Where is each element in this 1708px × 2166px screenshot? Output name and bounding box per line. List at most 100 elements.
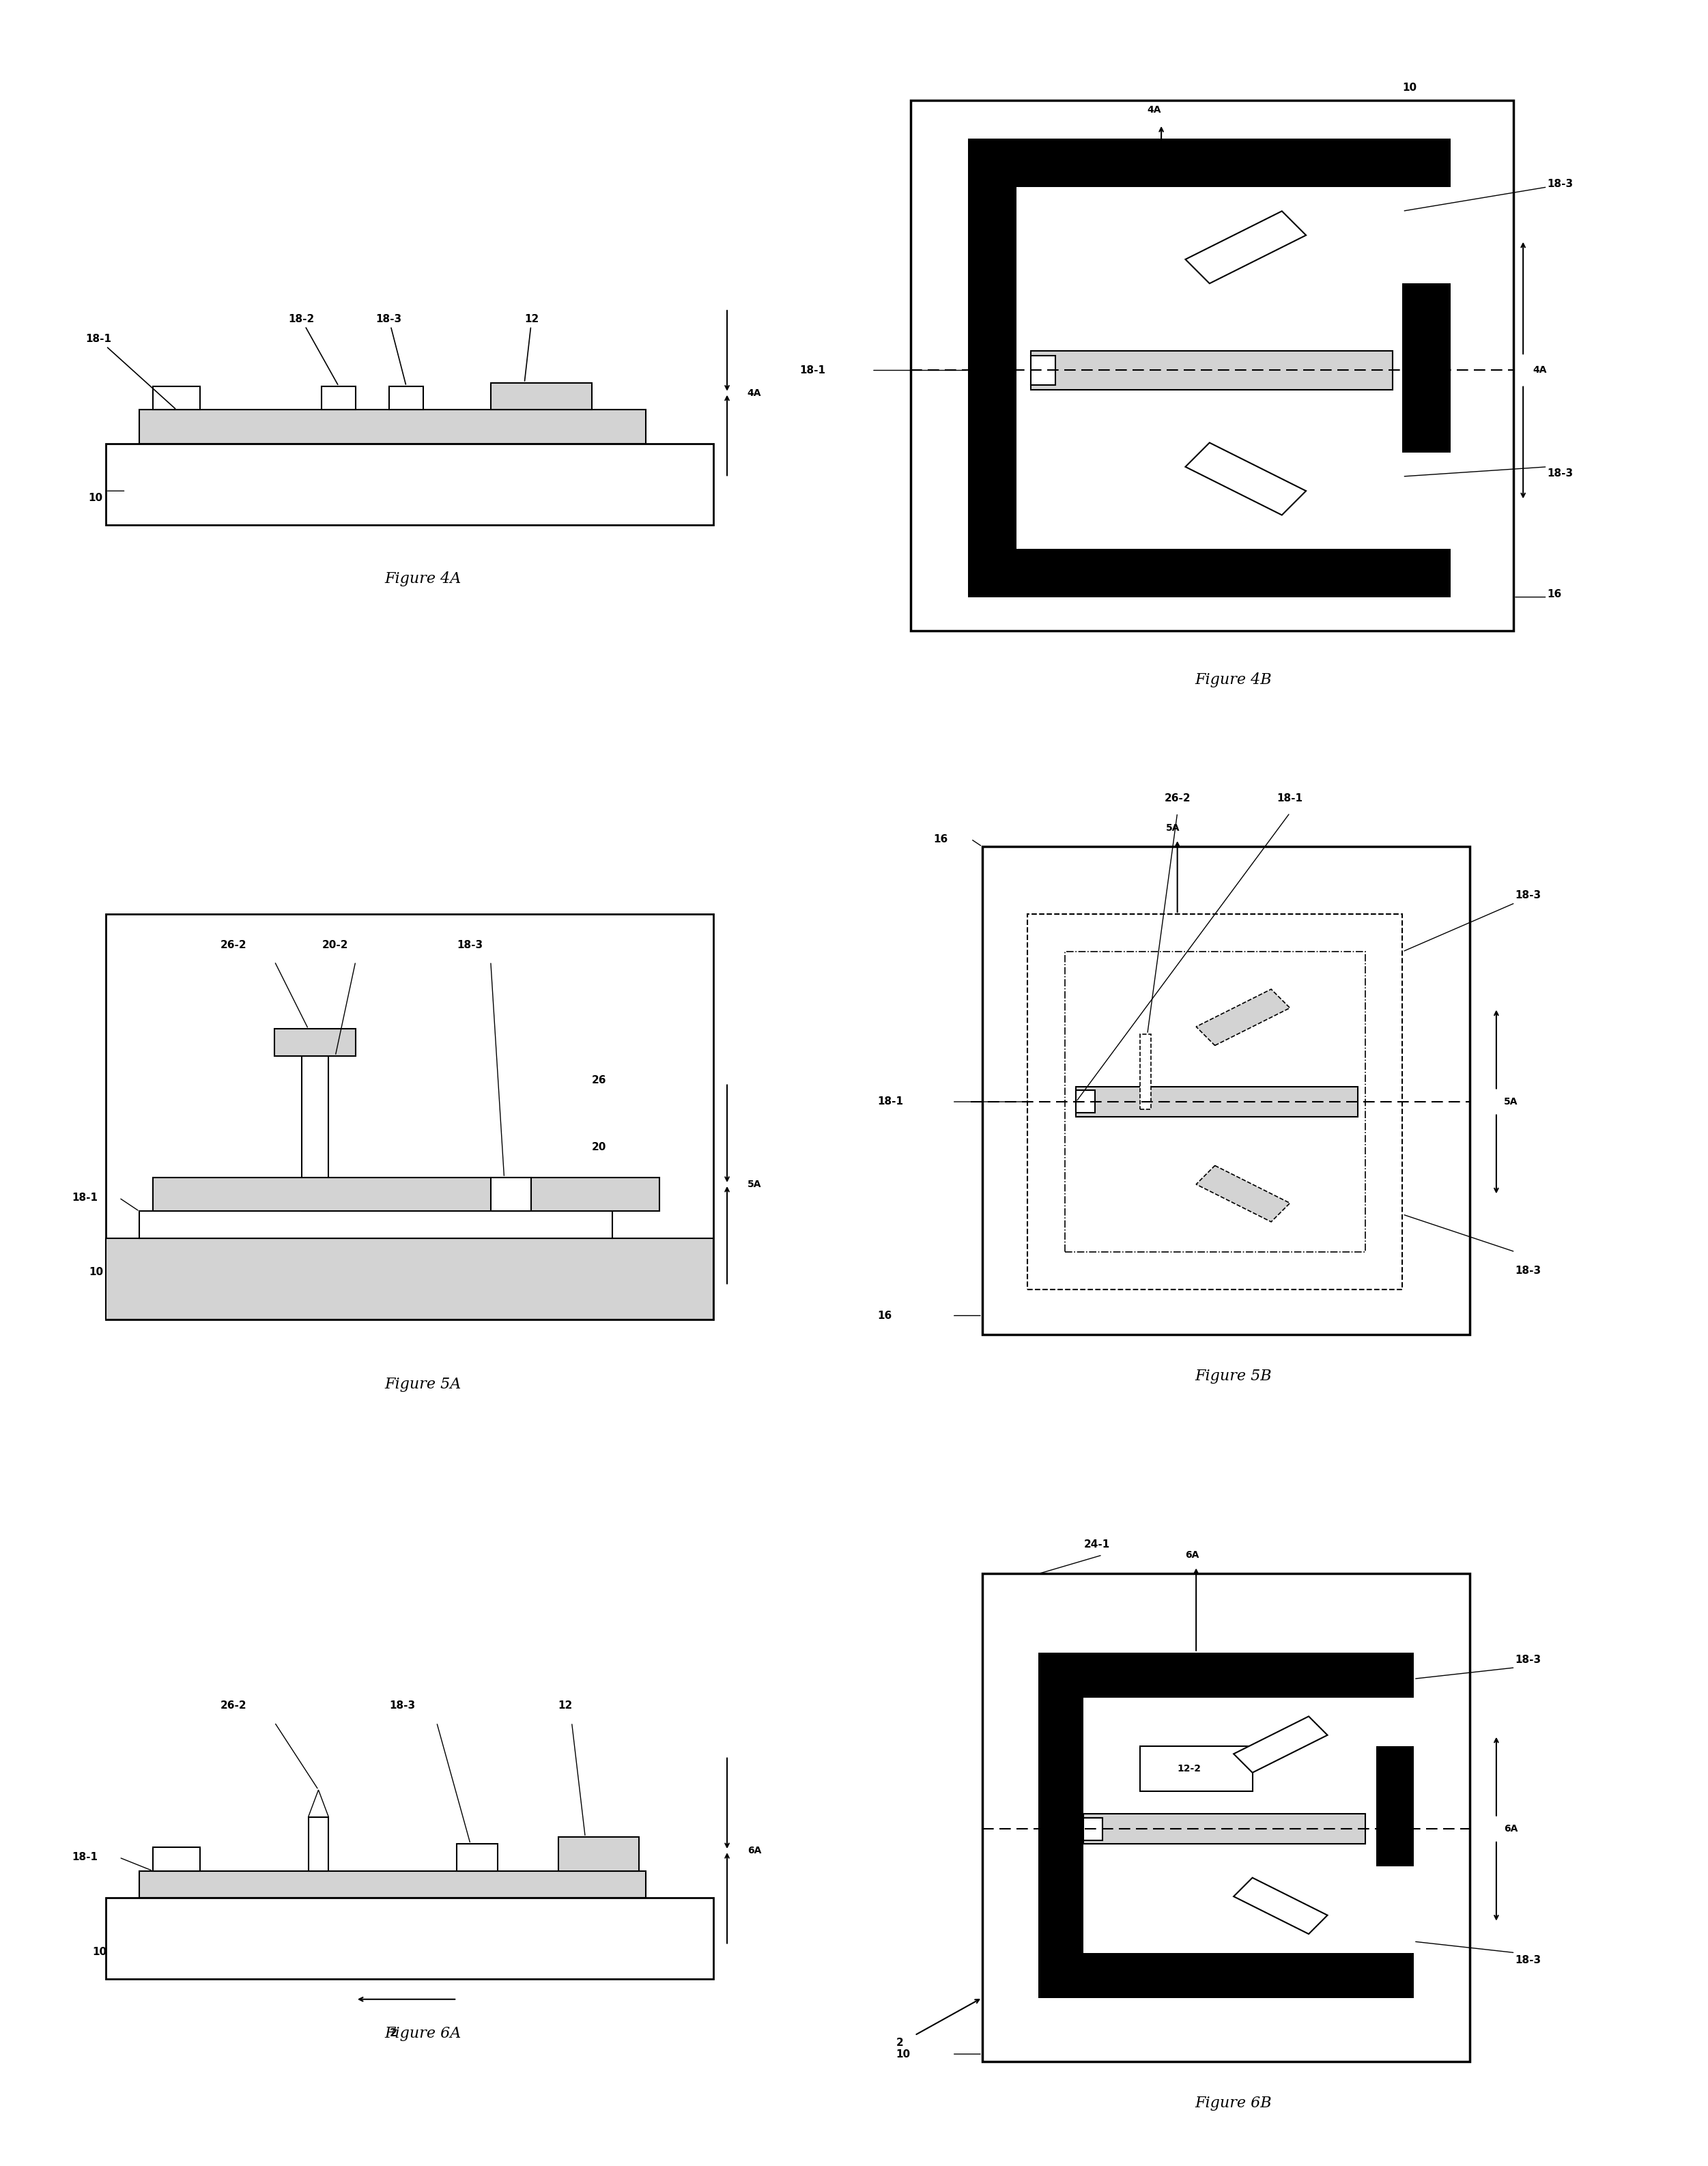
Bar	[982, 847, 1471, 1334]
Title: Figure 5A: Figure 5A	[384, 1378, 461, 1393]
Bar	[106, 1239, 714, 1319]
Text: 5A: 5A	[748, 1180, 762, 1189]
Polygon shape	[1185, 442, 1307, 516]
Text: 18-1: 18-1	[878, 1096, 904, 1107]
Bar	[140, 1871, 646, 1897]
Text: 26-2: 26-2	[220, 1700, 248, 1711]
Bar	[968, 548, 1450, 598]
Bar	[1032, 351, 1392, 390]
Text: 26-2: 26-2	[220, 940, 248, 951]
Bar	[1038, 1954, 1414, 1997]
Text: 10: 10	[1402, 82, 1418, 93]
Bar	[1139, 1746, 1252, 1791]
Bar	[968, 139, 1016, 598]
Polygon shape	[1196, 990, 1290, 1046]
Bar	[140, 1211, 611, 1239]
Text: 18-1: 18-1	[799, 366, 825, 375]
Text: 10: 10	[89, 492, 102, 503]
Text: 10: 10	[897, 2049, 910, 2060]
Text: 18-3: 18-3	[456, 940, 483, 951]
Text: 16: 16	[1547, 589, 1561, 600]
Text: 2: 2	[897, 2038, 904, 2047]
Text: 26-2: 26-2	[1165, 793, 1190, 804]
Text: 18-3: 18-3	[1547, 468, 1573, 479]
Bar	[154, 386, 200, 409]
Bar	[106, 444, 714, 524]
Text: 6A: 6A	[1503, 1824, 1518, 1835]
Text: 26: 26	[593, 1074, 606, 1085]
Text: 5A: 5A	[1167, 823, 1180, 832]
Text: 18-3: 18-3	[376, 314, 407, 383]
Bar	[1076, 1087, 1358, 1118]
Bar	[1139, 1033, 1151, 1109]
Polygon shape	[1185, 210, 1307, 284]
Polygon shape	[1233, 1878, 1327, 1934]
Title: Figure 5B: Figure 5B	[1196, 1369, 1272, 1384]
Bar	[982, 1575, 1471, 2062]
Text: 18-3: 18-3	[1515, 890, 1541, 901]
Title: Figure 4A: Figure 4A	[384, 572, 461, 587]
Text: 4A: 4A	[1532, 366, 1547, 375]
Bar	[307, 1817, 328, 1871]
Polygon shape	[1196, 1165, 1290, 1222]
Text: 2: 2	[389, 2027, 396, 2038]
Bar	[154, 1848, 200, 1871]
Bar	[1016, 186, 1450, 548]
Text: 20-2: 20-2	[321, 940, 348, 951]
Bar	[559, 1837, 639, 1871]
Text: 4A: 4A	[1146, 104, 1161, 115]
Text: 12-2: 12-2	[1177, 1763, 1201, 1774]
Text: 18-3: 18-3	[1515, 1655, 1541, 1666]
Title: Figure 6A: Figure 6A	[384, 2025, 461, 2040]
Text: 10: 10	[89, 1267, 102, 1278]
Text: 18-3: 18-3	[389, 1700, 415, 1711]
Bar	[490, 383, 593, 409]
Text: 5A: 5A	[1503, 1096, 1518, 1107]
Title: Figure 4B: Figure 4B	[1196, 671, 1272, 687]
Title: Figure 6B: Figure 6B	[1196, 2097, 1272, 2110]
Bar	[1083, 1813, 1365, 1843]
Text: 10: 10	[92, 1947, 106, 1958]
Bar	[1064, 951, 1365, 1252]
Text: 18-3: 18-3	[1515, 1956, 1541, 1965]
Bar	[490, 1178, 531, 1211]
Bar	[106, 914, 714, 1319]
Text: 18-1: 18-1	[72, 1193, 97, 1202]
Text: 4A: 4A	[748, 388, 762, 399]
Bar	[106, 1897, 714, 1980]
Bar	[910, 100, 1513, 630]
Bar	[1027, 914, 1402, 1289]
Text: 6A: 6A	[1185, 1551, 1199, 1560]
Polygon shape	[307, 1789, 328, 1817]
Text: 18-1: 18-1	[85, 334, 176, 409]
Bar	[1083, 1817, 1102, 1841]
Polygon shape	[1233, 1715, 1327, 1772]
Bar	[1402, 284, 1450, 453]
Text: 12: 12	[559, 1700, 572, 1711]
Text: 20: 20	[593, 1141, 606, 1152]
Text: 24-1: 24-1	[1083, 1540, 1110, 1549]
Bar	[1377, 1746, 1414, 1867]
Bar	[1038, 1653, 1414, 1698]
Text: 18-1: 18-1	[1278, 793, 1303, 804]
Text: 16: 16	[934, 834, 948, 845]
Bar	[1038, 1653, 1083, 1997]
Text: 18-3: 18-3	[1515, 1265, 1541, 1276]
Text: 18-1: 18-1	[72, 1852, 97, 1863]
Bar	[140, 409, 646, 444]
Bar	[321, 386, 355, 409]
Text: 16: 16	[878, 1310, 892, 1321]
Text: 6A: 6A	[748, 1845, 762, 1856]
Text: 18-3: 18-3	[1547, 180, 1573, 188]
Text: 12: 12	[524, 314, 540, 381]
Bar	[154, 1178, 659, 1211]
Bar	[1083, 1698, 1414, 1954]
Bar	[968, 139, 1450, 186]
Bar	[389, 386, 424, 409]
Bar	[1076, 1089, 1095, 1113]
Bar	[302, 1042, 328, 1211]
Bar	[456, 1843, 497, 1871]
Bar	[275, 1029, 355, 1057]
Text: 18-2: 18-2	[289, 314, 338, 386]
Bar	[1032, 355, 1056, 386]
